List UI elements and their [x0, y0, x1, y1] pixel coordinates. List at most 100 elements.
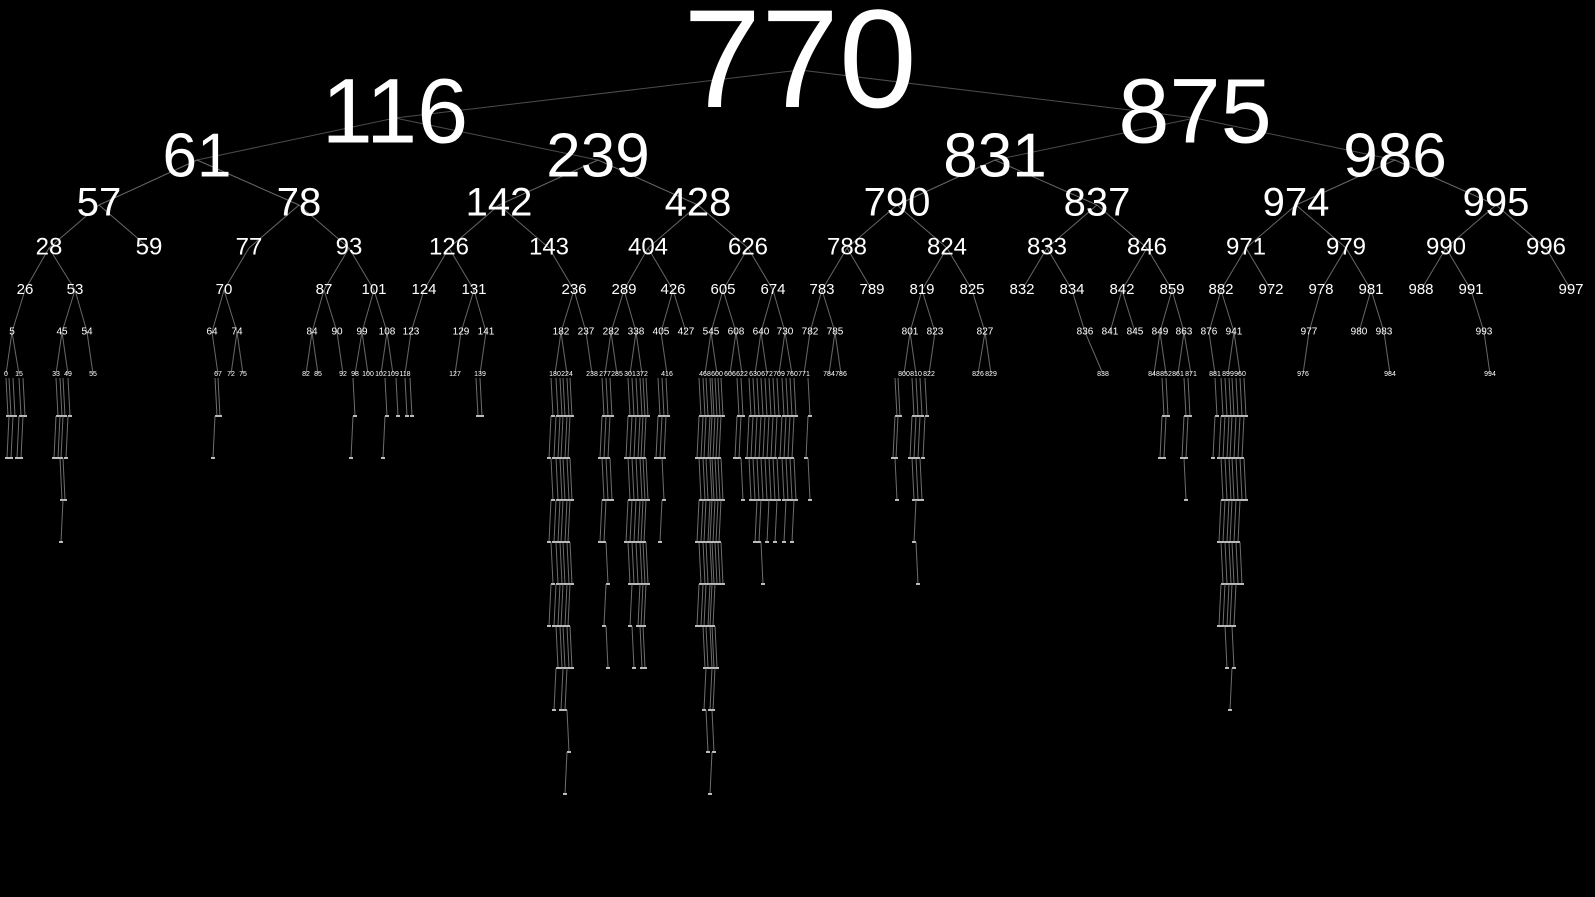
tree-edge — [1071, 289, 1086, 333]
deep-node-mark — [381, 457, 385, 459]
deep-node-mark — [753, 541, 757, 543]
deep-branch — [736, 377, 740, 417]
deep-branch — [924, 377, 928, 417]
deep-node-mark — [666, 415, 670, 417]
deep-branch — [555, 457, 559, 501]
deep-branch — [718, 415, 722, 459]
deep-branch — [557, 583, 561, 627]
tree-edge — [11, 289, 26, 333]
deep-branch — [711, 709, 715, 753]
deep-node-mark — [1217, 625, 1221, 627]
tree-node-label: 141 — [478, 327, 495, 338]
deep-branch — [760, 457, 764, 501]
deep-branch — [409, 377, 413, 417]
tree-node-label: 622 — [736, 371, 748, 378]
deep-node-mark — [6, 415, 10, 417]
deep-branch — [758, 415, 762, 459]
tree-edge — [928, 331, 936, 375]
tree-node-label: 822 — [923, 371, 935, 378]
tree-node-label: 977 — [1301, 327, 1318, 338]
deep-node-mark — [757, 541, 761, 543]
deep-node-mark — [916, 457, 920, 459]
deep-branch — [1218, 583, 1222, 627]
tree-edge — [1420, 247, 1447, 291]
tree-node-label: 842 — [1109, 281, 1134, 298]
deep-node-mark — [712, 499, 716, 501]
deep-node-mark — [1166, 415, 1170, 417]
tree-node-label: 237 — [578, 327, 595, 338]
tree-node-label: 819 — [909, 281, 934, 298]
deep-branch — [569, 541, 573, 585]
deep-node-mark — [19, 415, 23, 417]
tree-edge — [735, 331, 743, 375]
deep-node-mark — [921, 457, 925, 459]
deep-node-mark — [646, 583, 650, 585]
deep-node-mark — [567, 751, 571, 753]
deep-node-mark — [761, 499, 765, 501]
tree-node-label: 972 — [1258, 281, 1283, 298]
deep-branch — [639, 457, 643, 501]
tree-node-label: 630 — [749, 371, 761, 378]
tree-edge — [1153, 331, 1161, 375]
tree-node-label: 238 — [586, 371, 598, 378]
deep-node-mark — [706, 751, 710, 753]
deep-node-mark — [547, 625, 551, 627]
deep-node-mark — [912, 499, 916, 501]
deep-node-mark — [699, 541, 703, 543]
tree-edge — [394, 117, 599, 161]
deep-node-mark — [642, 457, 646, 459]
deep-branch — [631, 625, 635, 669]
tree-edge — [697, 204, 749, 249]
tree-edge — [404, 331, 412, 375]
tree-edge — [1183, 331, 1192, 375]
tree-node-label: 605 — [710, 281, 735, 298]
deep-branch — [567, 499, 571, 543]
tree-node-label: 984 — [1384, 371, 1396, 378]
tree-node-label: 405 — [653, 327, 670, 338]
deep-node-mark — [1244, 415, 1248, 417]
deep-node-mark — [606, 583, 610, 585]
tree-edge — [799, 69, 1196, 119]
deep-branch — [569, 457, 573, 501]
deep-node-mark — [786, 499, 790, 501]
deep-branch — [6, 415, 10, 459]
tree-node-label: 416 — [661, 371, 673, 378]
deep-node-mark — [1184, 499, 1188, 501]
deep-branch — [752, 377, 756, 417]
deep-node-mark — [1236, 457, 1240, 459]
tree-node-label: 99 — [356, 327, 368, 338]
deep-branch — [639, 625, 643, 669]
tree-edge — [754, 331, 762, 375]
deep-branch — [1220, 457, 1224, 501]
deep-node-mark — [1228, 625, 1232, 627]
deep-branch — [705, 709, 709, 753]
deep-node-mark — [699, 583, 703, 585]
tree-edge — [1121, 289, 1136, 333]
deep-branch — [629, 499, 633, 543]
tree-edge — [994, 159, 1098, 206]
deep-node-mark — [891, 457, 895, 459]
deep-node-mark — [1221, 583, 1225, 585]
deep-node-mark — [714, 541, 718, 543]
deep-branch — [696, 583, 700, 627]
deep-node-mark — [718, 499, 722, 501]
tree-node-label: 5 — [9, 327, 15, 338]
deep-branch — [894, 377, 898, 417]
deep-branch — [752, 457, 756, 501]
deep-node-mark — [59, 541, 63, 543]
deep-branch — [791, 499, 795, 543]
tree-node-label: 784 — [823, 371, 835, 378]
tree-node-label: 72 — [227, 371, 235, 378]
tree-node-label: 831 — [943, 121, 1046, 190]
deep-branch — [607, 415, 611, 459]
deep-node-mark — [385, 415, 389, 417]
deep-node-mark — [702, 709, 706, 711]
deep-branch — [746, 415, 750, 459]
deep-node-mark — [1221, 625, 1225, 627]
deep-node-mark — [551, 499, 555, 501]
deep-node-mark — [712, 751, 716, 753]
deep-node-mark — [560, 499, 564, 501]
deep-node-mark — [703, 499, 707, 501]
tree-node-label: 829 — [985, 371, 997, 378]
deep-branch — [783, 499, 787, 543]
